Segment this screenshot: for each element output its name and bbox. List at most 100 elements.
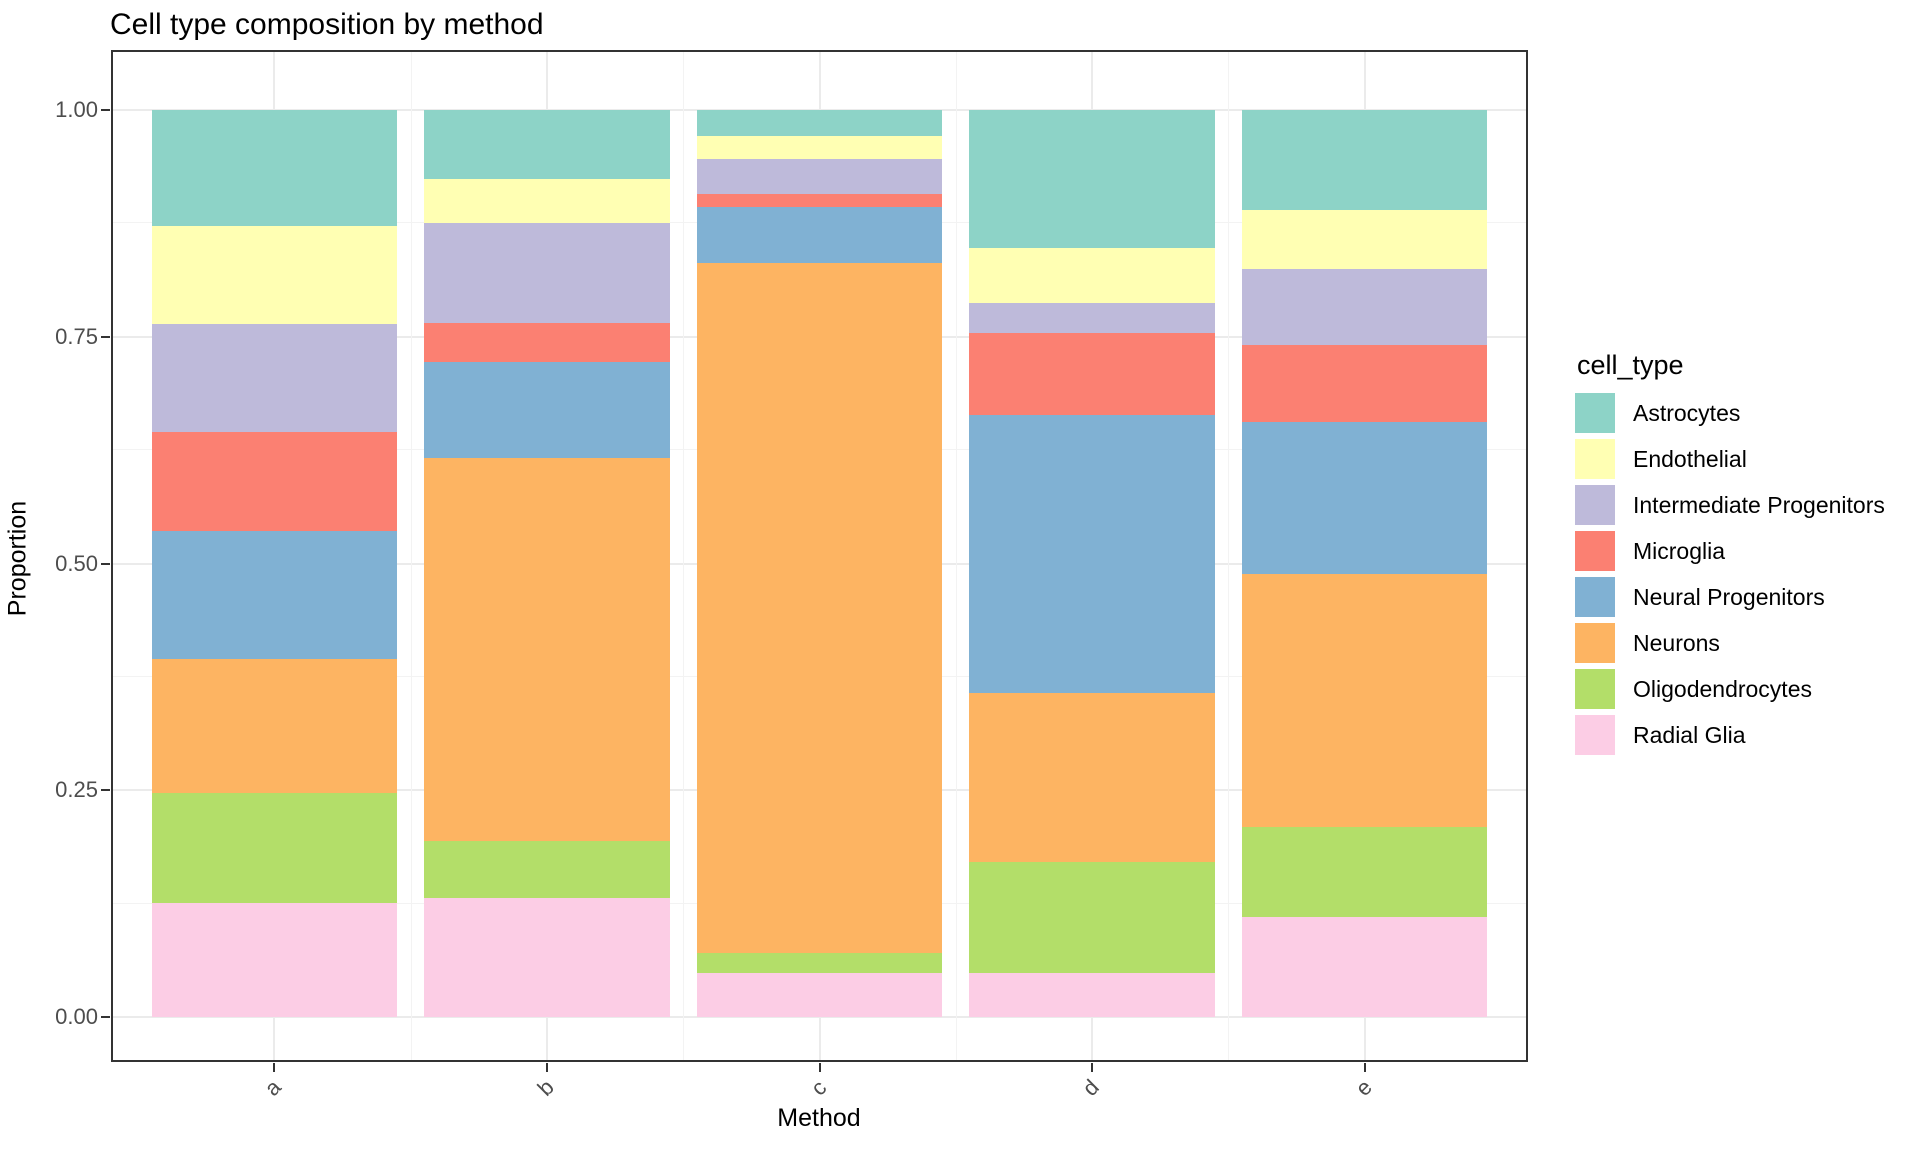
x-tick-mark <box>545 1063 548 1072</box>
bar-segment <box>424 458 670 842</box>
bar-segment <box>151 658 397 793</box>
bar-segment <box>424 110 670 179</box>
panel-inner <box>113 52 1526 1060</box>
x-tick-label: d <box>1077 1074 1104 1101</box>
bar-segment <box>151 110 397 227</box>
x-tick-mark <box>273 1063 276 1072</box>
y-tick-label: 0.00 <box>55 1004 98 1029</box>
x-tick-mark <box>818 1063 821 1072</box>
bar-segment <box>424 178 670 224</box>
y-tick-mark <box>101 1016 110 1018</box>
bar-slot-c <box>683 110 956 1017</box>
minor-gridline-vertical <box>410 52 412 1060</box>
bar-segment <box>151 530 397 659</box>
x-tick-label: c <box>805 1074 831 1101</box>
bar-segment <box>1242 827 1488 918</box>
bar-segment <box>969 333 1215 415</box>
bar-segment <box>696 972 943 1017</box>
y-tick-label: 0.75 <box>55 323 98 349</box>
y-tick-label: 1.00 <box>55 97 98 122</box>
legend-item: Oligodendrocytes <box>1575 669 1885 709</box>
bar-segment <box>696 110 943 137</box>
y-tick-mark <box>101 109 110 111</box>
bar-segment <box>424 223 670 324</box>
bar-slot-e <box>1228 110 1501 1017</box>
legend-label: Intermediate Progenitors <box>1633 491 1885 518</box>
bar-segment <box>969 861 1215 973</box>
x-tick-mark <box>1363 1063 1366 1072</box>
bar-segment <box>1242 422 1488 574</box>
bar-segment <box>696 263 943 953</box>
bar-segment <box>969 247 1215 304</box>
legend: cell_type Astrocytes Endothelial Intermedi… <box>1575 350 1885 761</box>
bar-segment <box>424 362 670 459</box>
bar-segment <box>1242 917 1488 1017</box>
bar-slot-d <box>956 110 1229 1017</box>
bar-segment <box>969 110 1215 248</box>
legend-swatch <box>1575 531 1615 571</box>
stacked-bar-e <box>1242 110 1488 1017</box>
bar-segment <box>1242 268 1488 345</box>
bar-segment <box>696 159 943 195</box>
bar-segment <box>1242 344 1488 423</box>
legend-swatch <box>1575 439 1615 479</box>
legend-swatch <box>1575 669 1615 709</box>
bar-segment <box>424 323 670 363</box>
bar-segment <box>969 414 1215 694</box>
legend-item: Microglia <box>1575 531 1885 571</box>
legend-item: Neurons <box>1575 623 1885 663</box>
bar-segment <box>696 136 943 160</box>
legend-label: Neurons <box>1633 629 1720 656</box>
bar-segment <box>1242 110 1488 210</box>
bar-segment <box>1242 573 1488 828</box>
bar-segment <box>1242 209 1488 269</box>
legend-swatch <box>1575 577 1615 617</box>
bar-segment <box>969 972 1215 1017</box>
bar-segment <box>151 432 397 531</box>
bar-segment <box>151 226 397 325</box>
stacked-bar-b <box>424 110 670 1017</box>
bar-segment <box>424 841 670 899</box>
legend-item: Endothelial <box>1575 439 1885 479</box>
legend-swatch <box>1575 485 1615 525</box>
bar-segment <box>696 207 943 264</box>
stacked-bar-d <box>969 110 1215 1017</box>
x-tick-label: e <box>1350 1074 1377 1101</box>
legend-items: Astrocytes Endothelial Intermediate Progen… <box>1575 393 1885 755</box>
bar-segment <box>969 693 1215 862</box>
y-tick-mark <box>101 562 110 565</box>
x-tick-mark <box>1091 1063 1094 1072</box>
legend-title: cell_type <box>1577 350 1684 380</box>
legend-label: Neural Progenitors <box>1633 583 1825 610</box>
minor-gridline-vertical <box>683 52 685 1060</box>
stacked-bar-c <box>696 110 943 1017</box>
plot-panel <box>111 50 1528 1062</box>
plot-title: Cell type composition by method <box>110 8 544 41</box>
legend-label: Oligodendrocytes <box>1633 675 1812 702</box>
bar-segment <box>151 324 397 433</box>
bar-segment <box>969 303 1215 334</box>
stacked-bar-a <box>151 110 397 1017</box>
bar-segment <box>151 792 397 903</box>
bar-segment <box>696 194 943 208</box>
y-tick-mark <box>101 789 110 792</box>
x-axis-title: Method <box>777 1104 861 1132</box>
bar-segment <box>424 898 670 1017</box>
legend-label: Radial Glia <box>1633 721 1746 748</box>
y-tick-label: 0.50 <box>55 550 98 576</box>
legend-label: Microglia <box>1633 537 1726 564</box>
minor-gridline-vertical <box>955 52 957 1060</box>
x-tick-label: b <box>532 1074 559 1101</box>
bar-slot-a <box>138 110 411 1017</box>
y-tick-mark <box>101 335 110 338</box>
bar-segment <box>151 902 397 1017</box>
legend-label: Endothelial <box>1633 445 1747 472</box>
legend-swatch <box>1575 715 1615 755</box>
x-tick-label: a <box>259 1074 287 1101</box>
bars-layer <box>138 110 1501 1017</box>
legend-swatch <box>1575 393 1615 433</box>
minor-gridline-vertical <box>1228 52 1230 1060</box>
bar-segment <box>696 952 943 973</box>
legend-item: Neural Progenitors <box>1575 577 1885 617</box>
